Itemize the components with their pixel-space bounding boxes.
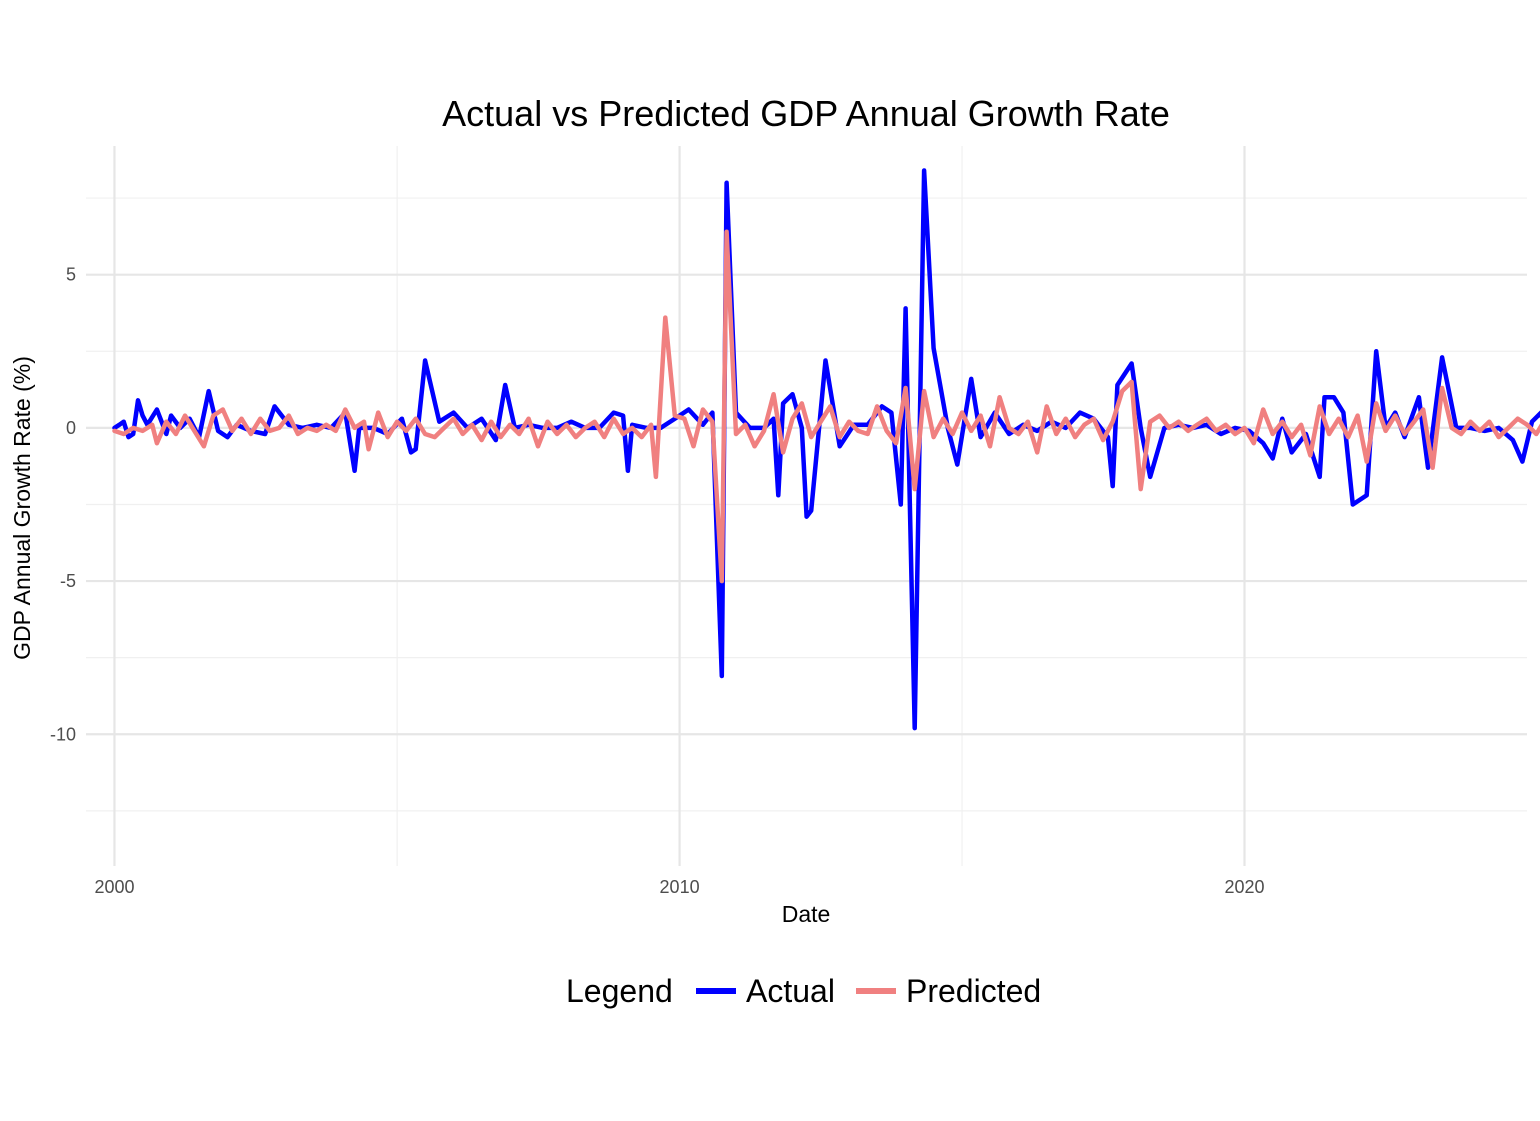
series-line-predicted	[112, 229, 1540, 584]
legend-title: Legend	[566, 973, 673, 1009]
x-tick-label: 2020	[1225, 877, 1265, 897]
y-axis-title: GDP Annual Growth Rate (%)	[9, 356, 35, 660]
legend-label-actual: Actual	[746, 973, 835, 1009]
y-tick-label: -5	[60, 571, 76, 591]
legend-label-predicted: Predicted	[906, 973, 1041, 1009]
x-tick-label: 2000	[94, 877, 134, 897]
x-axis-title: Date	[782, 901, 831, 927]
y-tick-label: 5	[66, 265, 76, 285]
legend: Legend Actual Predicted	[566, 973, 1041, 1009]
y-tick-label: -10	[50, 724, 76, 744]
chart-title: Actual vs Predicted GDP Annual Growth Ra…	[442, 93, 1170, 134]
series-line-actual	[112, 168, 1540, 731]
axis-layer: 5 0 -5 -10 2000 2010 2020	[50, 265, 1265, 897]
grid-layer	[86, 146, 1527, 866]
y-tick-label: 0	[66, 418, 76, 438]
x-tick-label: 2010	[660, 877, 700, 897]
series-layer	[112, 168, 1540, 731]
